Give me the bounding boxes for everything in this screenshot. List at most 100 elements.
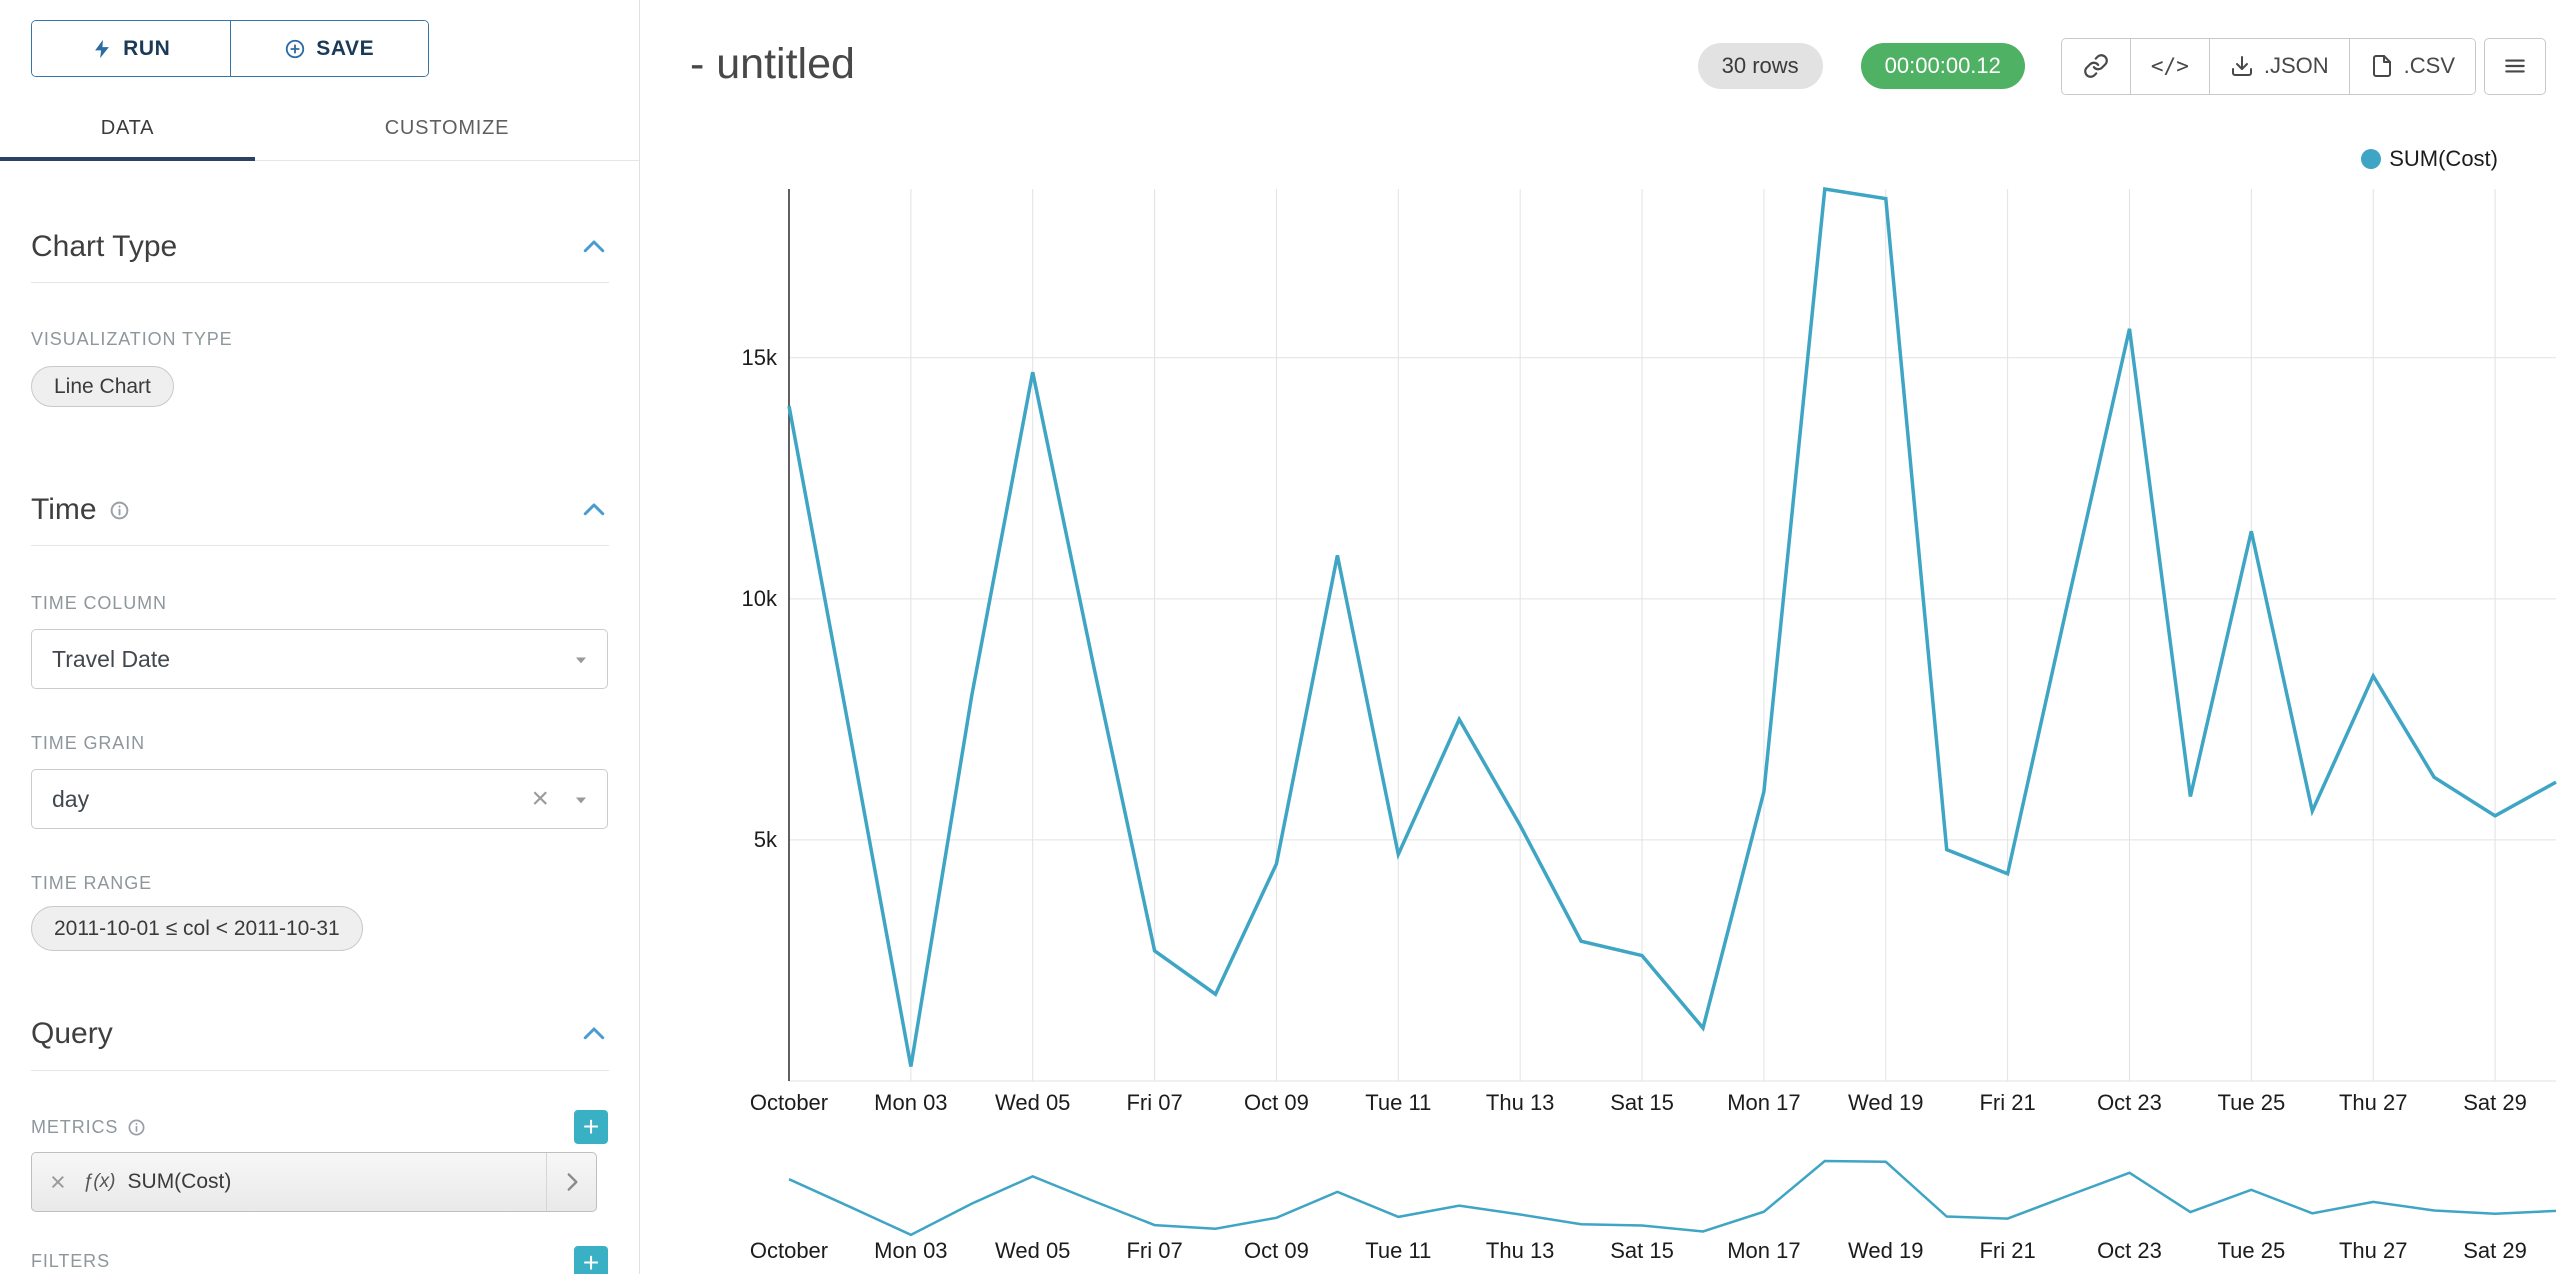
- control-panel: RUN SAVE DATA CUSTOMIZE Chart Type: [0, 0, 640, 1274]
- time-column-label: TIME COLUMN: [31, 593, 167, 613]
- run-button-label: RUN: [123, 36, 171, 60]
- export-csv-label: .CSV: [2403, 53, 2455, 78]
- svg-text:Wed 19: Wed 19: [1848, 1090, 1923, 1115]
- metric-pill[interactable]: × ƒ(x) SUM(Cost): [31, 1152, 597, 1212]
- svg-text:Mon 03: Mon 03: [874, 1090, 947, 1115]
- chevron-up-icon[interactable]: [579, 495, 609, 525]
- svg-text:Thu 13: Thu 13: [1486, 1238, 1555, 1263]
- panel-tabs: DATA CUSTOMIZE: [0, 96, 639, 161]
- svg-text:Mon 03: Mon 03: [874, 1238, 947, 1263]
- svg-text:Thu 27: Thu 27: [2339, 1090, 2408, 1115]
- metrics-label: METRICS: [31, 1117, 146, 1138]
- svg-text:Fri 21: Fri 21: [1979, 1090, 2035, 1115]
- svg-text:Tue 11: Tue 11: [1365, 1238, 1431, 1263]
- visualization-type-value: Line Chart: [54, 374, 151, 398]
- active-tab-underline: [0, 157, 255, 161]
- clear-icon[interactable]: ×: [531, 782, 549, 815]
- view-query-button[interactable]: </>: [2129, 38, 2209, 94]
- export-json-button[interactable]: .JSON: [2208, 38, 2349, 94]
- tab-customize[interactable]: CUSTOMIZE: [255, 96, 639, 160]
- svg-text:Oct 23: Oct 23: [2097, 1090, 2162, 1115]
- tab-data[interactable]: DATA: [0, 96, 255, 160]
- svg-text:Fri 07: Fri 07: [1126, 1090, 1182, 1115]
- svg-text:Oct 09: Oct 09: [1244, 1238, 1309, 1263]
- code-icon: </>: [2150, 54, 2189, 78]
- chevron-up-icon[interactable]: [579, 232, 609, 262]
- save-button[interactable]: SAVE: [229, 21, 428, 76]
- svg-text:Mon 17: Mon 17: [1727, 1090, 1800, 1115]
- time-column-select[interactable]: Travel Date: [31, 629, 608, 689]
- svg-text:October: October: [750, 1090, 828, 1115]
- svg-text:Tue 25: Tue 25: [2218, 1238, 2286, 1263]
- time-grain-label: TIME GRAIN: [31, 733, 146, 753]
- info-icon: [109, 500, 130, 521]
- legend-series-dot: [2361, 149, 2382, 169]
- svg-text:Tue 11: Tue 11: [1365, 1090, 1431, 1115]
- section-chart-type-title: Chart Type: [31, 230, 178, 263]
- svg-text:October: October: [750, 1238, 828, 1263]
- chevron-right-icon[interactable]: [546, 1153, 596, 1211]
- function-icon: ƒ(x): [82, 1171, 116, 1192]
- time-range-value: 2011-10-01 ≤ col < 2011-10-31: [54, 916, 340, 940]
- svg-text:Thu 13: Thu 13: [1486, 1090, 1555, 1115]
- time-range-chip[interactable]: 2011-10-01 ≤ col < 2011-10-31: [31, 906, 363, 951]
- run-save-button-group: RUN SAVE: [31, 20, 429, 77]
- visualization-type-chip[interactable]: Line Chart: [31, 366, 174, 407]
- svg-text:Oct 09: Oct 09: [1244, 1090, 1309, 1115]
- lightning-icon: [91, 38, 113, 60]
- svg-text:Fri 21: Fri 21: [1979, 1238, 2035, 1263]
- download-icon: [2230, 54, 2254, 78]
- chart-menu-button[interactable]: [2484, 37, 2546, 95]
- query-timer-badge: 00:00:00.12: [1860, 43, 2025, 89]
- svg-text:Mon 17: Mon 17: [1727, 1238, 1800, 1263]
- remove-metric-icon[interactable]: ×: [50, 1166, 66, 1197]
- svg-text:Sat 29: Sat 29: [2463, 1238, 2527, 1263]
- chevron-up-icon[interactable]: [579, 1019, 609, 1049]
- svg-text:Fri 07: Fri 07: [1126, 1238, 1182, 1263]
- visualization-type-label: VISUALIZATION TYPE: [31, 329, 233, 349]
- svg-text:Sat 15: Sat 15: [1610, 1238, 1674, 1263]
- legend-series-label: SUM(Cost): [2389, 146, 2498, 171]
- section-time: Time: [31, 488, 609, 546]
- export-button-group: </> .JSON .CSV: [2060, 37, 2476, 95]
- chart-header-actions: 30 rows 00:00:00.12 </> .JSON: [1697, 37, 2546, 95]
- link-icon: [2083, 53, 2109, 79]
- caret-down-icon: [571, 650, 591, 670]
- time-grain-select[interactable]: day ×: [31, 769, 608, 829]
- svg-text:Sat 29: Sat 29: [2463, 1090, 2527, 1115]
- chart-area: 5k 10k 15k October October Mon 03 Mon 03 Wed 05…: [640, 0, 2576, 1274]
- export-csv-button[interactable]: .CSV: [2348, 38, 2475, 94]
- section-query: Query: [31, 1012, 609, 1071]
- share-link-button[interactable]: [2061, 38, 2130, 94]
- file-icon: [2370, 54, 2394, 78]
- add-metric-button[interactable]: +: [574, 1110, 608, 1144]
- filters-label: FILTERS: [31, 1251, 110, 1271]
- svg-text:Oct 23: Oct 23: [2097, 1238, 2162, 1263]
- run-button[interactable]: RUN: [32, 21, 230, 76]
- line-chart-canvas[interactable]: 5k 10k 15k October October Mon 03 Mon 03 Wed 05…: [640, 0, 2576, 1274]
- svg-text:Thu 27: Thu 27: [2339, 1238, 2408, 1263]
- time-range-label: TIME RANGE: [31, 873, 153, 893]
- export-json-label: .JSON: [2263, 53, 2329, 78]
- hamburger-icon: [2502, 53, 2528, 79]
- section-query-title: Query: [31, 1017, 113, 1050]
- plus-circle-icon: [284, 38, 306, 60]
- svg-text:Wed 05: Wed 05: [995, 1090, 1070, 1115]
- section-chart-type: Chart Type: [31, 225, 609, 283]
- row-count-badge: 30 rows: [1697, 43, 1823, 89]
- chart-legend[interactable]: SUM(Cost): [2361, 146, 2498, 172]
- add-filter-button[interactable]: +: [574, 1246, 608, 1274]
- save-button-label: SAVE: [316, 36, 375, 60]
- tab-data-label: DATA: [100, 116, 155, 139]
- time-grain-value: day: [52, 785, 90, 812]
- caret-down-icon: [571, 790, 591, 810]
- svg-text:Wed 05: Wed 05: [995, 1238, 1070, 1263]
- svg-text:5k: 5k: [754, 827, 778, 852]
- svg-text:15k: 15k: [742, 345, 778, 370]
- svg-text:Tue 25: Tue 25: [2218, 1090, 2286, 1115]
- chart-title: - untitled: [690, 40, 855, 88]
- section-time-title: Time: [31, 493, 97, 526]
- tab-customize-label: CUSTOMIZE: [384, 116, 510, 139]
- info-icon: [127, 1118, 146, 1137]
